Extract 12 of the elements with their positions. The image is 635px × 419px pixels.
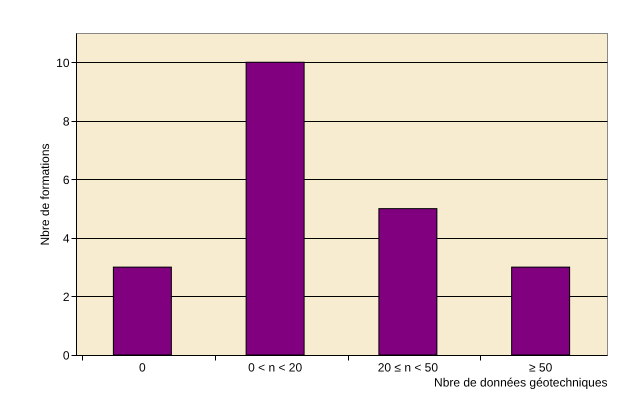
y-tick-label: 8: [62, 114, 70, 128]
y-tick-label: 0: [62, 348, 70, 362]
x-tick-label: 0: [139, 360, 146, 374]
y-tick-label: 10: [56, 56, 70, 70]
y-axis-title: Nbre de formations: [38, 143, 52, 246]
y-tick-label: 6: [62, 172, 70, 187]
x-tick-label: 20 ≤ n < 50: [378, 360, 438, 374]
x-tick-label: 0 < n < 20: [248, 360, 302, 374]
y-tick-label: 2: [62, 290, 70, 304]
x-tick-label: ≥ 50: [528, 360, 553, 374]
x-axis-title: Nbre de données géotechniques: [434, 376, 608, 390]
y-tick-label: 4: [62, 231, 70, 246]
